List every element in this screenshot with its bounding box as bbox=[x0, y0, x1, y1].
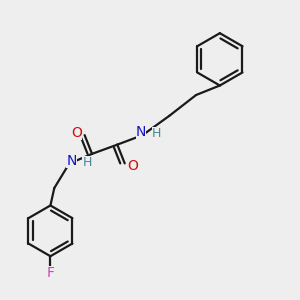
Text: H: H bbox=[82, 156, 92, 169]
Text: N: N bbox=[136, 125, 146, 139]
Text: O: O bbox=[128, 159, 139, 173]
Text: N: N bbox=[66, 154, 77, 168]
Text: H: H bbox=[152, 127, 161, 140]
Text: O: O bbox=[71, 126, 82, 140]
Text: F: F bbox=[46, 266, 54, 280]
